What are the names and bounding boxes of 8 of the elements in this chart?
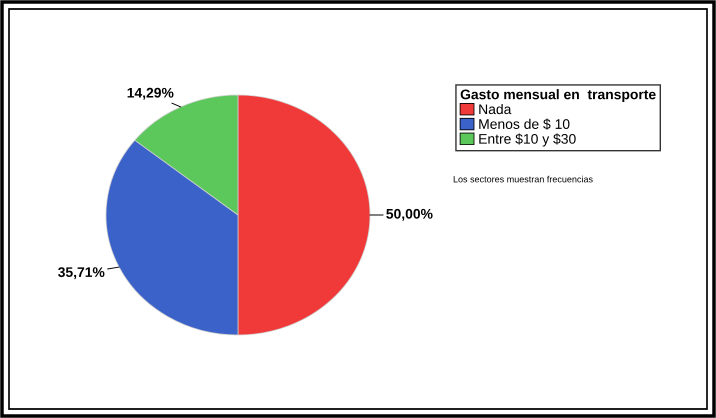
legend-label: Nada bbox=[479, 104, 512, 114]
text: Los sectores muestran frecuencias bbox=[454, 176, 593, 182]
legend-label: Entre $10 y $30 bbox=[479, 133, 576, 147]
data-label: 50,00% bbox=[386, 208, 433, 221]
legend-title: Gasto mensual en transporte bbox=[460, 89, 656, 102]
data-label: 35,71% bbox=[58, 267, 104, 280]
data-label: 14,29% bbox=[128, 88, 174, 100]
legend-label: Menos de $ 10 bbox=[479, 118, 570, 130]
